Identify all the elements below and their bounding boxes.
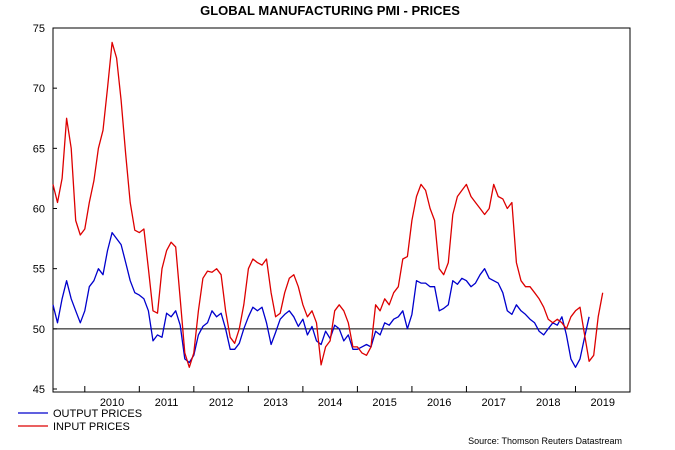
legend-label: INPUT PRICES	[53, 421, 130, 433]
plot-frame	[52, 27, 631, 393]
y-tick-label: 50	[33, 324, 45, 336]
y-tick-label: 75	[33, 23, 45, 35]
chart-title: GLOBAL MANUFACTURING PMI - PRICES	[200, 3, 460, 18]
x-tick-label: 2016	[427, 397, 451, 409]
series-line-output-prices	[52, 231, 590, 368]
y-tick-label: 55	[33, 264, 45, 276]
x-tick-label: 2013	[263, 397, 287, 409]
source-note: Source: Thomson Reuters Datastream	[468, 436, 622, 446]
x-tick-label: 2012	[209, 397, 233, 409]
y-tick-label: 70	[33, 83, 45, 95]
legend-label: OUTPUT PRICES	[53, 408, 142, 420]
y-axis: 45 50 55 60 65 70 75	[33, 23, 57, 396]
series-line-input-prices	[52, 41, 604, 368]
series-lines	[52, 41, 604, 368]
x-tick-label: 2018	[536, 397, 560, 409]
x-tick-label: 2017	[481, 397, 505, 409]
y-tick-label: 60	[33, 204, 45, 216]
x-axis: 2010 2011 2012 2013 2014 2015 2016 2017 2018 2019	[84, 386, 631, 409]
x-tick-label: 2014	[318, 397, 342, 409]
x-tick-label: 2010	[100, 397, 124, 409]
y-tick-label: 65	[33, 143, 45, 155]
x-tick-label: 2011	[155, 397, 179, 409]
x-tick-label: 2019	[590, 397, 614, 409]
y-tick-label: 45	[33, 384, 45, 396]
x-tick-label: 2015	[372, 397, 396, 409]
